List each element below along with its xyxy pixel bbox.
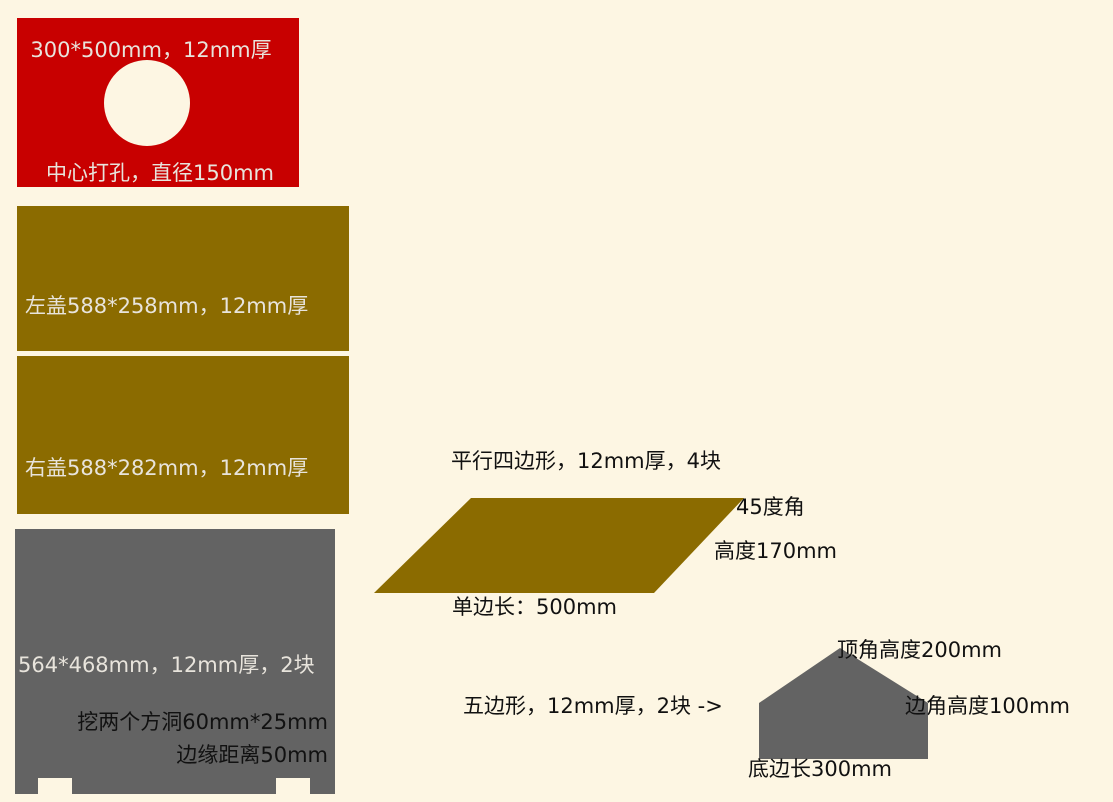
pentagon-title: 五边形，12mm厚，2块 ->: [463, 694, 723, 718]
gray-panel: 564*468mm，12mm厚，2块 挖两个方洞60mm*25mm 边缘距离50…: [15, 529, 335, 794]
red-panel: 300*500mm，12mm厚 中心打孔，直径150mm: [17, 18, 299, 187]
square-hole-right: [276, 778, 310, 794]
parallelogram-title: 平行四边形，12mm厚，4块: [451, 449, 721, 473]
left-cover-label: 左盖588*258mm，12mm厚: [25, 294, 309, 318]
right-cover-panel: 右盖588*282mm，12mm厚: [17, 356, 349, 514]
square-hole-left: [38, 778, 72, 794]
gray-panel-edge-label: 边缘距离50mm: [176, 743, 328, 767]
parallelogram-angle-label: 45度角: [736, 495, 805, 519]
gray-panel-size-label: 564*468mm，12mm厚，2块: [18, 653, 315, 677]
parallelogram-height-label: 高度170mm: [714, 539, 837, 563]
right-cover-label: 右盖588*282mm，12mm厚: [25, 456, 309, 480]
pentagon-apex-label: 顶角高度200mm: [837, 638, 1002, 662]
red-panel-hole-label: 中心打孔，直径150mm: [46, 161, 274, 185]
left-cover-panel: 左盖588*258mm，12mm厚: [17, 206, 349, 351]
pentagon-corner-label: 边角高度100mm: [905, 694, 1070, 718]
red-panel-size-label: 300*500mm，12mm厚: [30, 38, 272, 62]
parallelogram-shape: [374, 498, 744, 593]
parallelogram-side-label: 单边长：500mm: [452, 595, 617, 619]
pentagon-base-label: 底边长300mm: [748, 757, 892, 781]
pentagon-shape: [759, 648, 928, 759]
gray-panel-holes-label: 挖两个方洞60mm*25mm: [77, 710, 328, 734]
center-hole: [104, 60, 190, 146]
